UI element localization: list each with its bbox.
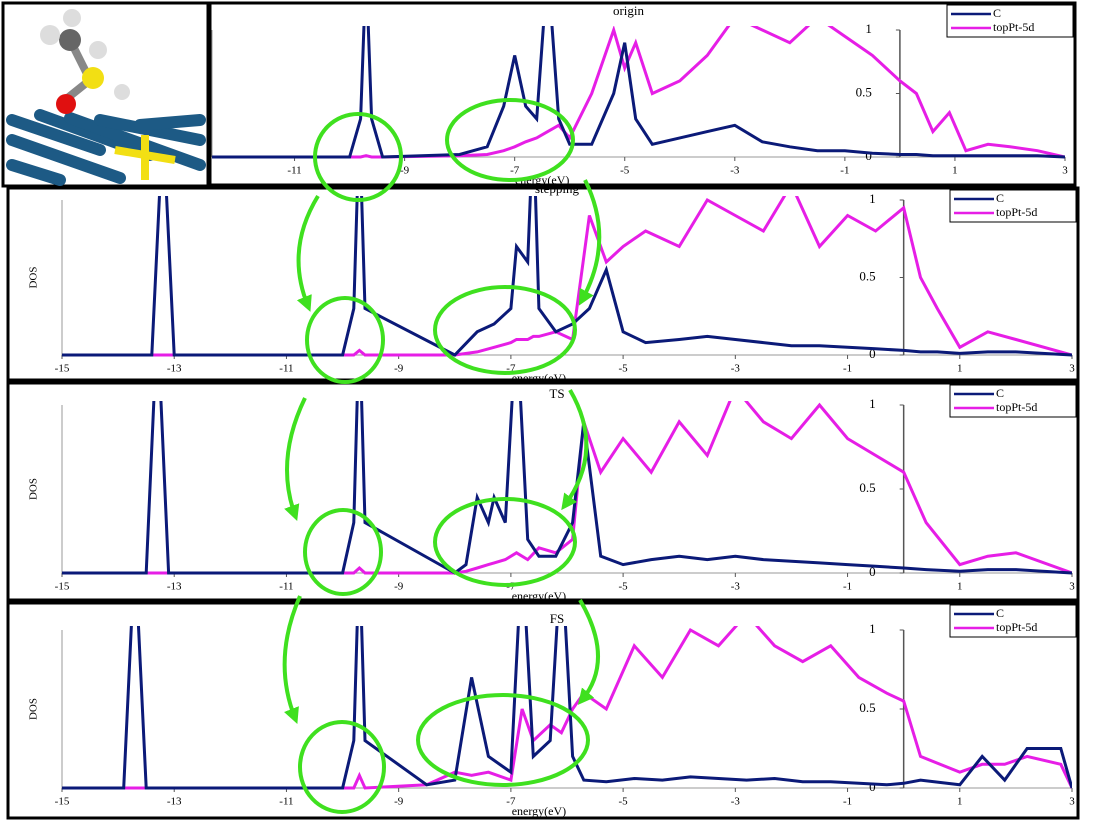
x-tick-label: -13 — [167, 363, 182, 375]
x-tick-label: -11 — [287, 165, 301, 177]
x-tick-label: -1 — [840, 165, 849, 177]
y-tick-label: 0.5 — [859, 480, 875, 495]
x-tick-label: -11 — [279, 796, 293, 808]
x-tick-label: -3 — [731, 581, 741, 593]
x-axis-label: energy(eV) — [512, 804, 566, 818]
x-tick-label: -9 — [394, 363, 404, 375]
legend-label: topPt-5d — [996, 205, 1037, 219]
panel-title: origin — [613, 3, 645, 18]
x-tick-label: 3 — [1069, 796, 1075, 808]
y-tick-label: 0 — [869, 779, 876, 794]
x-tick-label: -1 — [843, 581, 852, 593]
x-tick-label: 1 — [957, 796, 963, 808]
x-tick-label: -1 — [843, 363, 852, 375]
panel-title: TS — [549, 386, 564, 401]
y-tick-label: 0.5 — [859, 268, 875, 283]
x-tick-label: -13 — [167, 581, 182, 593]
legend-label: topPt-5d — [993, 20, 1034, 34]
x-tick-label: -9 — [394, 581, 404, 593]
y-axis-label: DOS — [28, 266, 40, 288]
legend-label: C — [993, 6, 1001, 20]
panel-title: FS — [550, 611, 564, 626]
y-axis-label: DOS — [28, 698, 40, 720]
x-tick-label: 3 — [1069, 363, 1075, 375]
structure-image — [3, 3, 208, 186]
y-tick-label: 0 — [865, 148, 872, 163]
y-tick-label: 1 — [865, 21, 872, 36]
legend-label: topPt-5d — [996, 620, 1037, 634]
x-tick-label: -13 — [167, 796, 182, 808]
x-tick-label: -15 — [55, 581, 70, 593]
x-tick-label: -5 — [619, 796, 629, 808]
y-tick-label: 1 — [869, 191, 876, 206]
legend-label: C — [996, 386, 1004, 400]
y-tick-label: 1 — [869, 621, 876, 636]
y-tick-label: 0.5 — [859, 700, 875, 715]
x-tick-label: -5 — [620, 165, 630, 177]
x-tick-label: -1 — [843, 796, 852, 808]
legend-label: C — [996, 191, 1004, 205]
x-tick-label: -5 — [619, 581, 629, 593]
panel-frame — [8, 603, 1078, 818]
y-axis-label: DOS — [28, 478, 40, 500]
legend-label: C — [996, 606, 1004, 620]
x-tick-label: 3 — [1062, 165, 1068, 177]
x-tick-label: -15 — [55, 363, 70, 375]
legend-label: topPt-5d — [996, 400, 1037, 414]
x-tick-label: -11 — [279, 363, 293, 375]
x-tick-label: -3 — [731, 796, 741, 808]
panel-title: stepping — [535, 181, 580, 196]
x-tick-label: -15 — [55, 796, 70, 808]
x-tick-label: -11 — [279, 581, 293, 593]
x-tick-label: -5 — [619, 363, 629, 375]
y-tick-label: 0.5 — [856, 84, 872, 99]
x-tick-label: -3 — [731, 363, 741, 375]
y-tick-label: 1 — [869, 396, 876, 411]
x-tick-label: -3 — [730, 165, 740, 177]
x-tick-label: 1 — [952, 165, 958, 177]
x-tick-label: 1 — [957, 363, 963, 375]
x-axis-label: energy(eV) — [512, 589, 566, 603]
figure: -11-9-7-5-3-11300.51originenergy(eV)Ctop… — [0, 0, 1094, 820]
x-tick-label: 3 — [1069, 581, 1075, 593]
x-tick-label: 1 — [957, 581, 963, 593]
x-tick-label: -9 — [394, 796, 404, 808]
